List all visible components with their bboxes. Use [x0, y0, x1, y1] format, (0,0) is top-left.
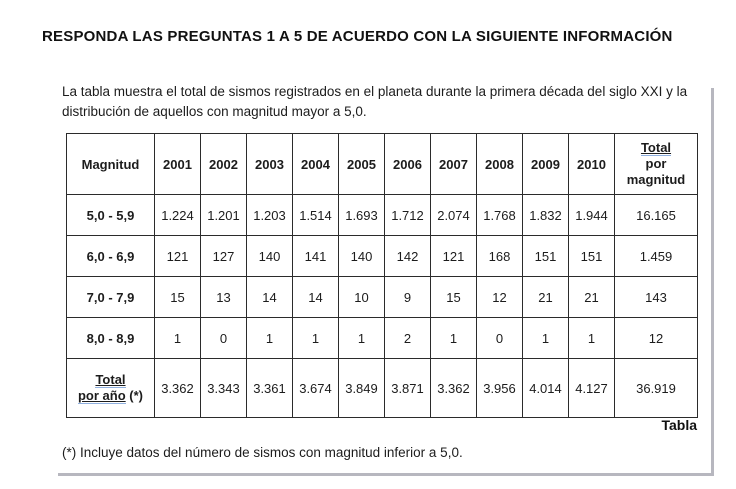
year-column-header: 2009: [522, 133, 569, 195]
page-title: RESPONDA LAS PREGUNTAS 1 A 5 DE ACUERDO …: [42, 28, 673, 45]
table-cell: 1.201: [200, 194, 247, 236]
table-cell: 168: [476, 235, 523, 277]
year-column-header: 2008: [476, 133, 523, 195]
table-cell: 1.693: [338, 194, 385, 236]
year-total-cell: 3.849: [338, 358, 385, 418]
table-caption: Tabla: [661, 417, 697, 433]
table-cell: 121: [154, 235, 201, 277]
table-cell: 1: [246, 317, 293, 359]
year-total-cell: 3.871: [384, 358, 431, 418]
year-column-header: 2002: [200, 133, 247, 195]
magnitude-range: 8,0 - 8,9: [66, 317, 155, 359]
table-cell: 1: [430, 317, 477, 359]
table-cell: 1.514: [292, 194, 339, 236]
total-by-magnitude-header: Total por magnitud: [614, 133, 698, 195]
year-column-header: 2004: [292, 133, 339, 195]
row-total-cell: 143: [614, 276, 698, 318]
table-cell: 1.224: [154, 194, 201, 236]
row-total-cell: 1.459: [614, 235, 698, 277]
year-total-cell: 4.014: [522, 358, 569, 418]
year-column-header: 2005: [338, 133, 385, 195]
table-cell: 15: [154, 276, 201, 318]
table-cell: 1: [522, 317, 569, 359]
table-cell: 140: [246, 235, 293, 277]
table-cell: 1.944: [568, 194, 615, 236]
table-cell: 12: [476, 276, 523, 318]
magnitude-column-header: Magnitud: [66, 133, 155, 195]
table-cell: 1: [338, 317, 385, 359]
row-total-cell: 16.165: [614, 194, 698, 236]
table-cell: 2: [384, 317, 431, 359]
content-frame: [58, 88, 714, 476]
table-cell: 1: [568, 317, 615, 359]
footnote: (*) Incluye datos del número de sismos c…: [62, 445, 463, 460]
table-cell: 1.832: [522, 194, 569, 236]
table-cell: 1.203: [246, 194, 293, 236]
magnitude-range: 6,0 - 6,9: [66, 235, 155, 277]
total-word: Total: [640, 139, 672, 156]
year-column-header: 2007: [430, 133, 477, 195]
year-total-cell: 3.674: [292, 358, 339, 418]
year-total-cell: 3.362: [154, 358, 201, 418]
year-total-cell: 3.362: [430, 358, 477, 418]
table-row: 5,0 - 5,9 1.224 1.201 1.203 1.514 1.693 …: [66, 194, 698, 236]
year-total-cell: 3.361: [246, 358, 293, 418]
year-column-header: 2006: [384, 133, 431, 195]
table-cell: 1.768: [476, 194, 523, 236]
table-cell: 15: [430, 276, 477, 318]
table-cell: 13: [200, 276, 247, 318]
table-cell: 14: [246, 276, 293, 318]
table-row: 7,0 - 7,9 15 13 14 14 10 9 15 12 21 21 1…: [66, 276, 698, 318]
table-cell: 121: [430, 235, 477, 277]
total-per-year-label: Total por año (*): [66, 358, 155, 418]
table-cell: 140: [338, 235, 385, 277]
year-column-header: 2001: [154, 133, 201, 195]
table-row: 6,0 - 6,9 121 127 140 141 140 142 121 16…: [66, 235, 698, 277]
table-cell: 151: [522, 235, 569, 277]
year-column-header: 2010: [568, 133, 615, 195]
row-total-cell: 12: [614, 317, 698, 359]
seismic-data-table: Magnitud 2001 2002 2003 2004 2005 2006 2…: [66, 133, 698, 418]
magnitude-range: 7,0 - 7,9: [66, 276, 155, 318]
grand-total-cell: 36.919: [614, 358, 698, 418]
table-cell: 151: [568, 235, 615, 277]
table-cell: 9: [384, 276, 431, 318]
year-total-cell: 3.343: [200, 358, 247, 418]
table-cell: 142: [384, 235, 431, 277]
year-total-cell: 3.956: [476, 358, 523, 418]
intro-text: La tabla muestra el total de sismos regi…: [62, 84, 688, 120]
table-cell: 10: [338, 276, 385, 318]
table-cell: 1.712: [384, 194, 431, 236]
table-cell: 21: [568, 276, 615, 318]
table-total-row: Total por año (*) 3.362 3.343 3.361 3.67…: [66, 358, 698, 418]
table-header-row: Magnitud 2001 2002 2003 2004 2005 2006 2…: [66, 133, 698, 195]
table-cell: 1: [154, 317, 201, 359]
table-cell: 21: [522, 276, 569, 318]
table-row: 8,0 - 8,9 1 0 1 1 1 2 1 0 1 1 12: [66, 317, 698, 359]
table-cell: 127: [200, 235, 247, 277]
table-cell: 141: [292, 235, 339, 277]
table-cell: 0: [200, 317, 247, 359]
magnitude-range: 5,0 - 5,9: [66, 194, 155, 236]
table-cell: 0: [476, 317, 523, 359]
year-column-header: 2003: [246, 133, 293, 195]
year-total-cell: 4.127: [568, 358, 615, 418]
table-cell: 1: [292, 317, 339, 359]
table-cell: 2.074: [430, 194, 477, 236]
table-cell: 14: [292, 276, 339, 318]
